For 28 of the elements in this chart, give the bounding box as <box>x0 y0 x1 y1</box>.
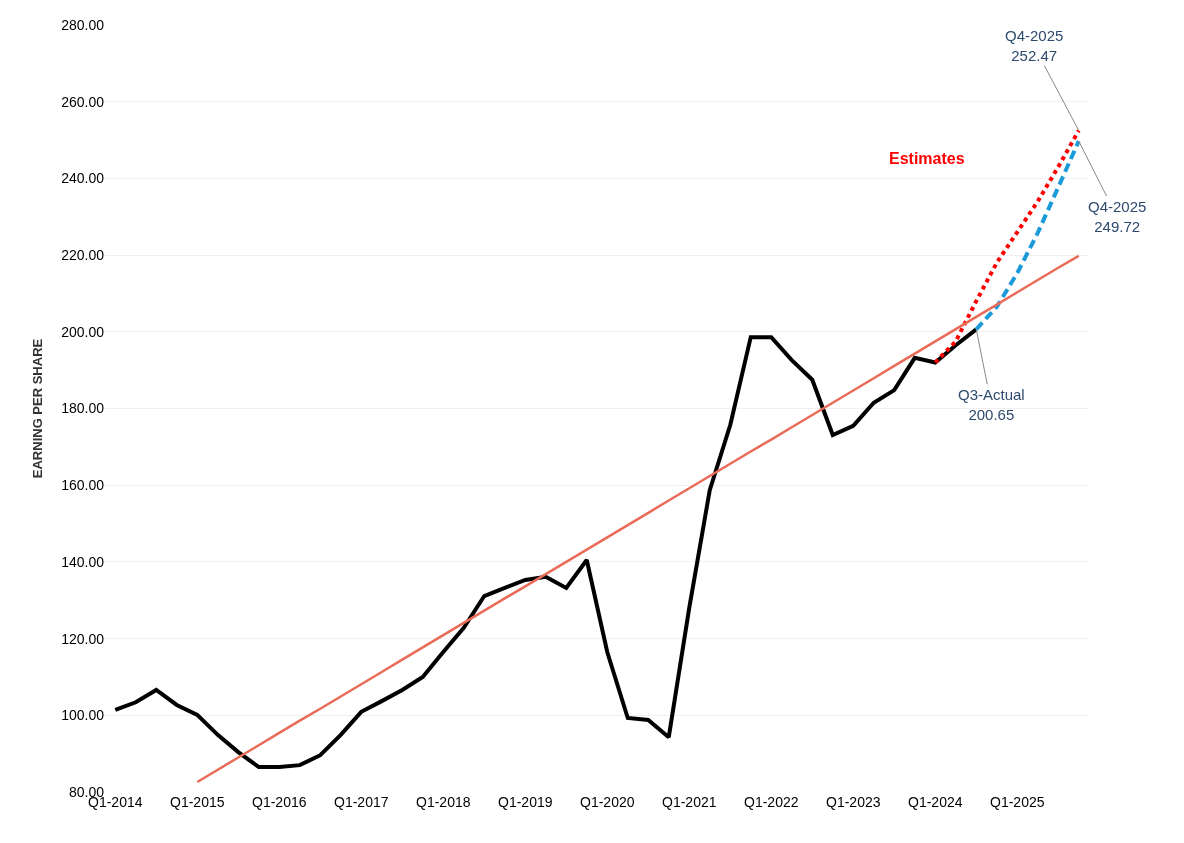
y-tick-label: 280.00 <box>61 16 105 33</box>
x-tick-label: Q1-2021 <box>662 794 717 810</box>
y-tick-label: 120.00 <box>61 630 105 647</box>
y-tick-label: 140.00 <box>61 553 105 570</box>
y-tick-label: 160.00 <box>61 477 105 494</box>
y-tick-label: 100.00 <box>61 707 105 724</box>
line-series <box>974 139 1081 332</box>
x-tick-label: Q1-2025 <box>990 794 1045 810</box>
y-axis-title: EARNING PER SHARE <box>30 338 46 479</box>
x-tick-label: Q1-2017 <box>334 794 389 810</box>
annotation: Estimates <box>889 150 965 167</box>
x-tick-label: Q1-2015 <box>170 794 225 810</box>
x-tick-label: Q1-2019 <box>498 794 553 810</box>
line-series <box>196 254 1080 784</box>
x-tick-label: Q1-2016 <box>252 794 307 810</box>
x-tick-label: Q1-2023 <box>826 794 881 810</box>
data-label: Q4-2025 252.47 <box>1005 27 1064 64</box>
data-label: Q3-Actual 200.65 <box>958 386 1025 423</box>
x-tick-label: Q1-2020 <box>580 794 635 810</box>
x-tick-label: Q1-2024 <box>908 794 963 810</box>
y-tick-label: 180.00 <box>61 400 105 417</box>
y-tick-label: 200.00 <box>61 323 105 340</box>
x-tick-label: Q1-2018 <box>416 794 471 810</box>
y-tick-label: 260.00 <box>61 93 105 110</box>
x-tick-label: Q1-2022 <box>744 794 799 810</box>
data-label: Q4-2025 249.72 <box>1088 198 1147 235</box>
y-tick-label: 220.00 <box>61 247 105 263</box>
y-tick-label: 240.00 <box>61 170 105 187</box>
